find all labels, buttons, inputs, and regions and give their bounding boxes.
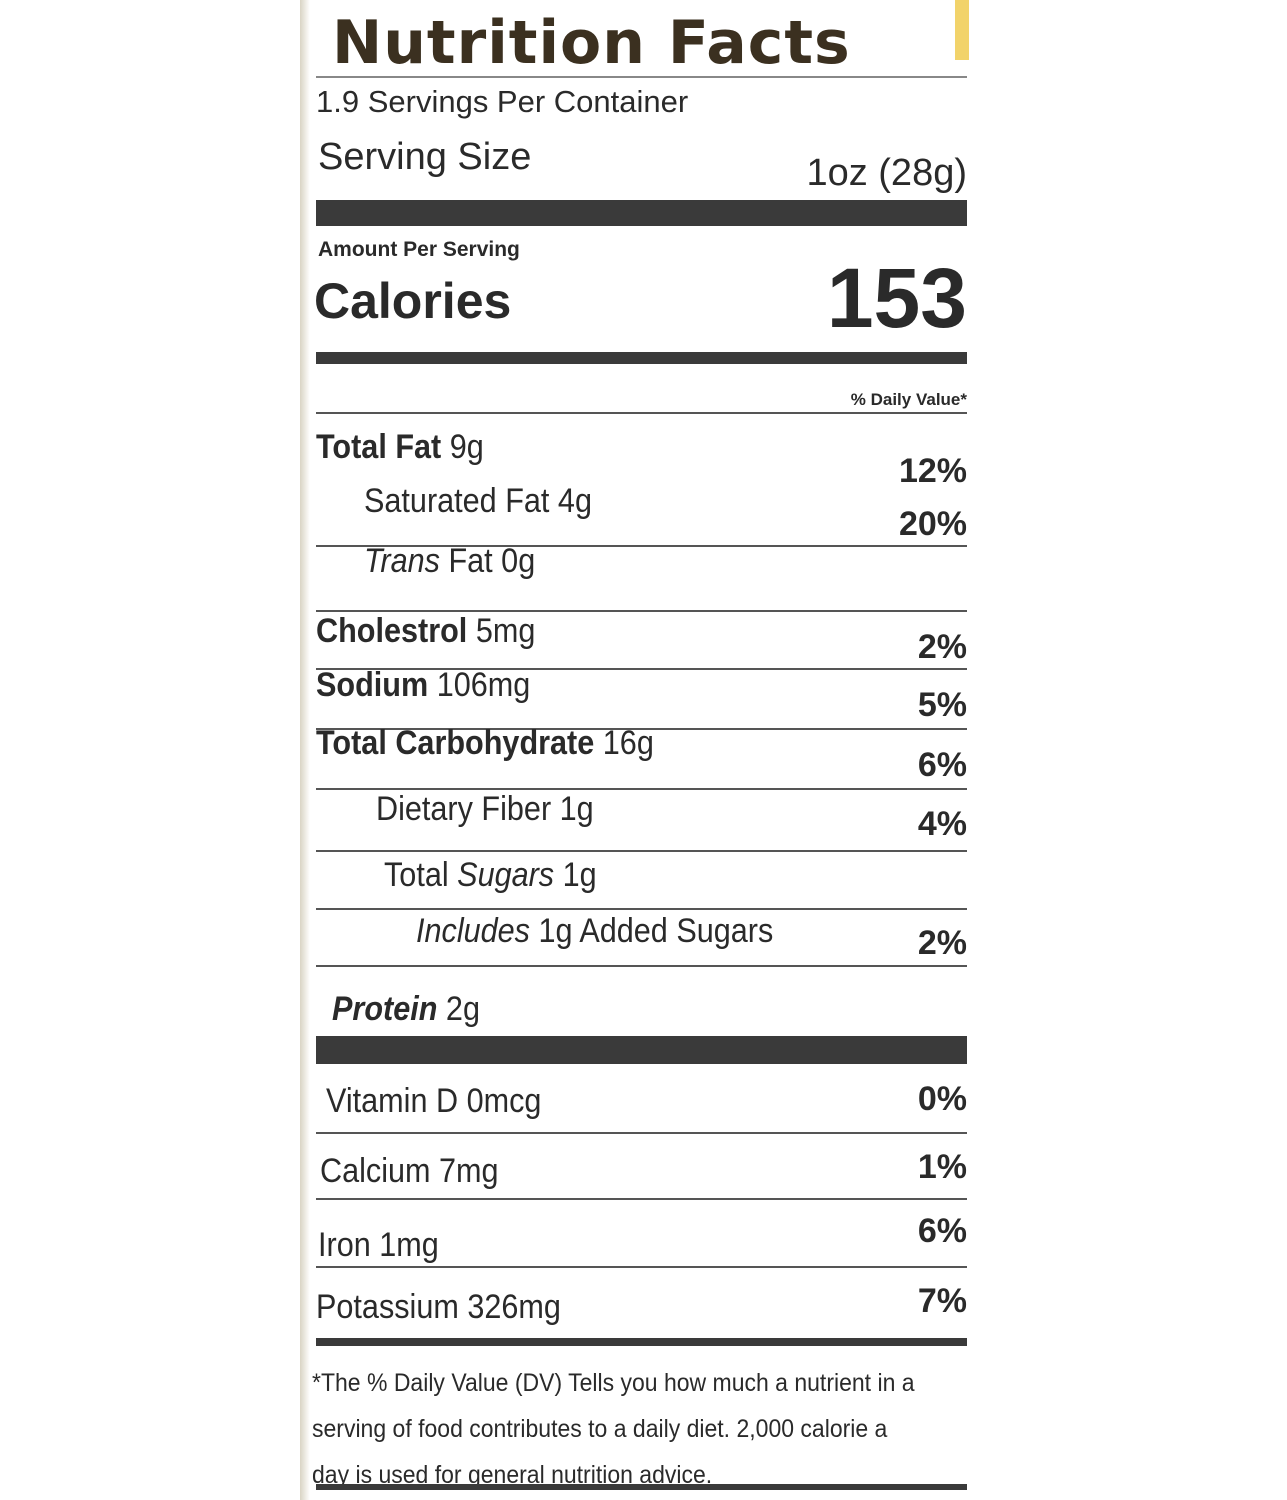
divider (316, 965, 967, 967)
nutrient-amount: 9g (449, 428, 484, 466)
nutrient-name: Includes (416, 912, 530, 950)
vitamin-amount: 1mg (379, 1226, 439, 1264)
nutrient-amount: 5mg (475, 612, 536, 650)
vitamin-amount: 0mcg (466, 1082, 542, 1120)
label-title: Nutrition Facts (332, 8, 851, 78)
divider (316, 908, 967, 910)
nutrient-amount: 2g (445, 990, 480, 1028)
divider (316, 1266, 967, 1268)
nutrient-dv: 20% (898, 505, 967, 543)
package-edge-yellow (955, 0, 969, 60)
nutrient-dv: 4% (917, 805, 967, 843)
vitamin-dv: 6% (917, 1212, 967, 1250)
package-edge (300, 0, 310, 1500)
footnote-line: serving of food contributes to a daily d… (312, 1415, 888, 1443)
amount-per-serving: Amount Per Serving (318, 238, 520, 261)
nutrient-amount: 4g (557, 482, 592, 520)
divider (316, 788, 967, 790)
nutrient-name-rest: Sugars (457, 856, 555, 894)
vitamin-dv: 0% (917, 1080, 967, 1118)
nutrient-name: Protein (332, 990, 438, 1028)
divider (316, 545, 967, 547)
medium-divider (316, 352, 967, 364)
nutrient-amount: 106mg (436, 666, 531, 704)
footnote: *The % Daily Value (DV) Tells you how mu… (312, 1360, 915, 1498)
nutrient-name-rest: Fat (448, 542, 493, 580)
nutrient-dv: 2% (917, 628, 967, 666)
vitamin-amount: 326mg (467, 1288, 561, 1326)
bottom-border (316, 1484, 967, 1490)
divider (316, 668, 967, 670)
nutrient-dv: 5% (917, 686, 967, 724)
nutrient-dv: 12% (898, 452, 967, 490)
divider (316, 412, 967, 414)
medium-divider (316, 1338, 967, 1346)
nutrient-dv: 6% (917, 746, 967, 784)
divider (316, 728, 967, 730)
nutrient-name: Dietary Fiber (376, 790, 552, 828)
vitamin-name: Calcium (320, 1152, 431, 1190)
nutrient-dv: 2% (917, 924, 967, 962)
nutrient-amount: 1g Added Sugars (538, 912, 774, 950)
vitamin-dv: 7% (917, 1282, 967, 1320)
nutrient-amount: 1g (562, 856, 597, 894)
vitamin-name: Potassium (316, 1288, 459, 1326)
calories-label: Calories (314, 273, 512, 329)
nutrient-name: Sodium (316, 666, 429, 704)
nutrient-name: Total Carbohydrate (316, 724, 595, 762)
divider (316, 76, 967, 78)
vitamin-name: Iron (318, 1226, 371, 1264)
divider (316, 610, 967, 612)
nutrient-name: Trans (364, 542, 440, 580)
calories-value: 153 (826, 251, 967, 345)
thick-divider (316, 200, 967, 226)
divider (316, 1198, 967, 1200)
divider (316, 850, 967, 852)
nutrient-amount: 1g (559, 790, 594, 828)
servings-per-container: 1.9 Servings Per Container (316, 84, 689, 119)
vitamin-dv: 1% (917, 1148, 967, 1186)
nutrition-label: Nutrition Facts 1.9 Servings Per Contain… (312, 0, 967, 1500)
nutrient-amount: 16g (602, 724, 654, 762)
nutrient-amount: 0g (501, 542, 536, 580)
thick-divider (316, 1036, 967, 1064)
serving-size-value: 1oz (28g) (806, 152, 967, 194)
footnote-line: *The % Daily Value (DV) Tells you how mu… (312, 1369, 915, 1397)
footnote-line: day is used for general nutrition advice… (312, 1461, 713, 1489)
nutrient-name: Saturated Fat (364, 482, 550, 520)
vitamin-amount: 7mg (439, 1152, 499, 1190)
nutrient-name: Cholestrol (316, 612, 468, 650)
serving-size-label: Serving Size (318, 136, 532, 178)
vitamin-name: Vitamin D (326, 1082, 459, 1120)
daily-value-header: % Daily Value* (850, 390, 967, 409)
divider (316, 1132, 967, 1134)
nutrient-name: Total Fat (316, 428, 442, 466)
nutrient-name: Total (384, 856, 449, 894)
